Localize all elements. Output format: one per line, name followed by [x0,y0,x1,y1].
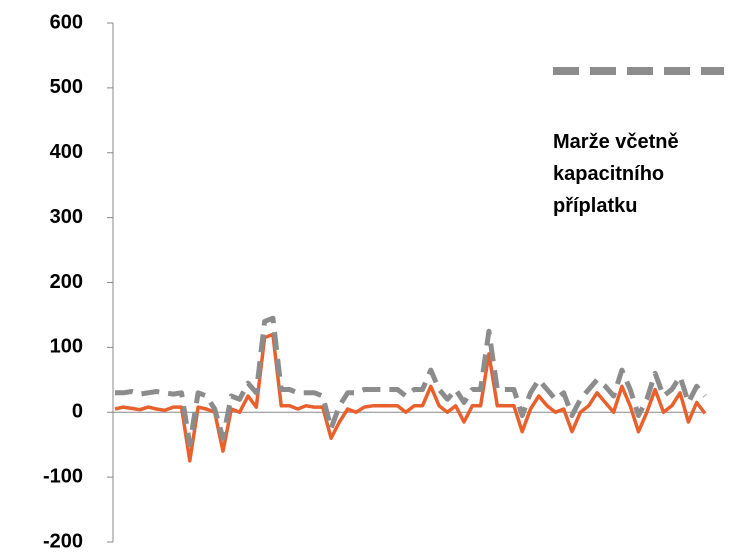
y-tick-label: 200 [50,271,83,293]
y-tick-label: 600 [50,11,83,33]
y-tick-label: 400 [50,141,83,163]
y-tick-label: 100 [50,336,83,358]
y-tick-label: 500 [50,76,83,98]
y-tick-label: -200 [43,530,83,552]
y-tick-label: 0 [72,401,83,423]
series-line [114,332,707,463]
y-tick-label: -100 [43,465,83,487]
legend-label: Marže včetně kapacitního příplatku [553,131,679,217]
series-line [115,315,707,448]
y-tick-label: 300 [50,206,83,228]
